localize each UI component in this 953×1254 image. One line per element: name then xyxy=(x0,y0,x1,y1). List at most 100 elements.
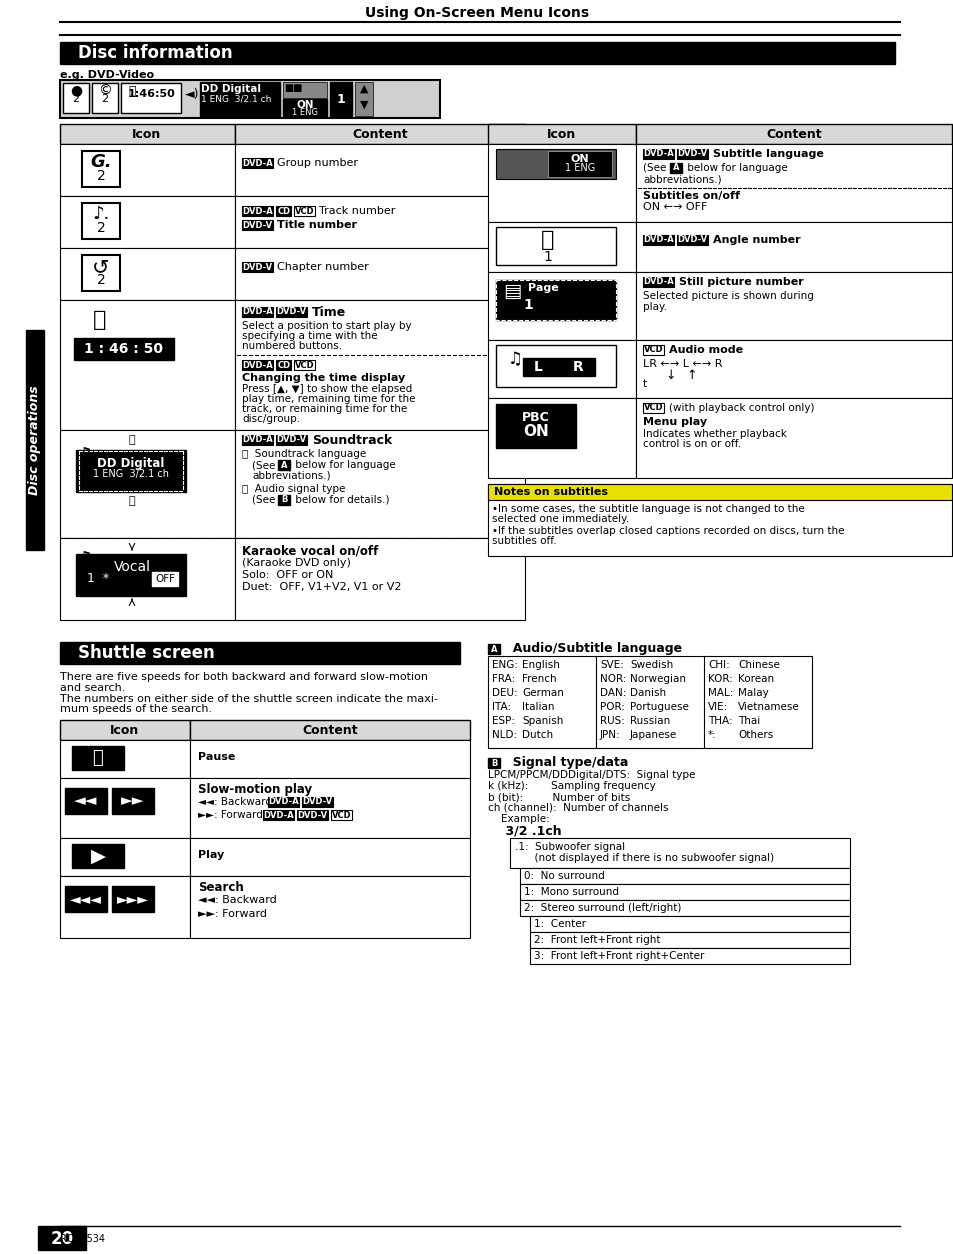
Bar xyxy=(82,255,120,291)
Text: Time: Time xyxy=(312,306,346,319)
Bar xyxy=(60,720,190,740)
Bar xyxy=(60,538,234,619)
Bar xyxy=(488,144,636,222)
Text: Norwegian: Norwegian xyxy=(629,673,685,683)
Text: subtitles off.: subtitles off. xyxy=(492,535,556,545)
Text: below for language: below for language xyxy=(292,460,395,470)
Text: VCD: VCD xyxy=(294,360,314,370)
Text: DVD-A: DVD-A xyxy=(242,207,273,216)
Text: DEU:: DEU: xyxy=(492,688,517,698)
Text: track, or remaining time for the: track, or remaining time for the xyxy=(242,404,407,414)
Text: DVD-A: DVD-A xyxy=(242,158,273,168)
Bar xyxy=(242,307,273,317)
Bar xyxy=(530,932,849,948)
Text: ►►: ►► xyxy=(121,794,145,809)
Text: abbreviations.): abbreviations.) xyxy=(252,472,331,482)
Bar xyxy=(190,838,470,877)
Bar xyxy=(496,280,616,320)
Text: 1 : 46 : 50: 1 : 46 : 50 xyxy=(85,342,163,356)
Bar xyxy=(268,798,298,808)
Text: Solo:  OFF or ON: Solo: OFF or ON xyxy=(242,571,333,581)
Text: 1:46:50: 1:46:50 xyxy=(128,89,175,99)
Bar xyxy=(38,1226,86,1250)
Bar xyxy=(488,484,951,556)
Bar xyxy=(642,234,673,245)
Bar xyxy=(275,360,291,370)
Text: disc/group.: disc/group. xyxy=(242,414,300,424)
Text: ◄◄: Backward: ◄◄: Backward xyxy=(198,798,275,808)
Bar xyxy=(82,150,120,187)
Bar xyxy=(283,82,327,98)
Bar xyxy=(65,788,107,814)
Text: ◄): ◄) xyxy=(185,88,199,102)
Text: ON: ON xyxy=(570,154,589,164)
Text: 1:  Center: 1: Center xyxy=(534,919,585,929)
Text: MAL:: MAL: xyxy=(707,688,733,698)
Bar xyxy=(296,810,328,820)
Text: VCD: VCD xyxy=(643,346,662,355)
Text: Press [▲, ▼] to show the elapsed: Press [▲, ▼] to show the elapsed xyxy=(242,384,412,394)
Text: e.g. DVD-Video: e.g. DVD-Video xyxy=(60,70,154,80)
Bar xyxy=(242,206,273,216)
Bar xyxy=(519,868,849,884)
Bar xyxy=(330,82,352,117)
Text: Title number: Title number xyxy=(276,219,356,229)
Bar xyxy=(65,887,107,912)
Text: LR ←→ L ←→ R: LR ←→ L ←→ R xyxy=(642,359,721,369)
Text: G.: G. xyxy=(91,153,112,171)
Text: Audio/Subtitle language: Audio/Subtitle language xyxy=(503,642,681,655)
Text: LPCM/PPCM/DDDigital/DTS:  Signal type: LPCM/PPCM/DDDigital/DTS: Signal type xyxy=(488,770,695,780)
Bar xyxy=(74,339,173,360)
Text: Content: Content xyxy=(765,128,821,140)
Bar xyxy=(530,948,849,964)
Bar xyxy=(26,330,44,551)
Bar xyxy=(496,280,616,320)
Text: L: L xyxy=(533,360,542,374)
Text: CD: CD xyxy=(277,207,290,216)
Text: VIE:: VIE: xyxy=(707,702,727,712)
Text: Group number: Group number xyxy=(276,158,357,168)
Text: DVD-A: DVD-A xyxy=(263,810,294,820)
Text: 1: 1 xyxy=(336,93,345,107)
Text: (See: (See xyxy=(252,495,278,505)
Bar xyxy=(496,345,616,387)
Text: *:: *: xyxy=(707,730,716,740)
Text: RQT6534: RQT6534 xyxy=(60,1234,105,1244)
Text: DVD-A: DVD-A xyxy=(642,149,673,158)
Text: SVE:: SVE: xyxy=(599,660,623,670)
Text: DVD-A: DVD-A xyxy=(242,307,273,316)
Bar xyxy=(519,884,849,900)
Bar xyxy=(488,124,636,144)
Bar xyxy=(488,272,636,340)
Text: 20: 20 xyxy=(51,1230,73,1248)
Text: ON ←→ OFF: ON ←→ OFF xyxy=(642,202,706,212)
Text: DVD-A: DVD-A xyxy=(242,435,273,444)
Text: 3:  Front left+Front right+Center: 3: Front left+Front right+Center xyxy=(534,951,703,961)
Bar xyxy=(60,740,190,777)
Text: ⓐ: ⓐ xyxy=(129,497,135,507)
Text: NLD:: NLD: xyxy=(492,730,517,740)
Bar xyxy=(636,222,951,272)
Bar xyxy=(234,538,524,619)
Text: ⓐ  Soundtrack language: ⓐ Soundtrack language xyxy=(242,449,366,459)
Text: Slow-motion play: Slow-motion play xyxy=(198,782,312,796)
Text: DD Digital: DD Digital xyxy=(201,84,261,94)
Text: 1 ENG  3/2.1 ch: 1 ENG 3/2.1 ch xyxy=(92,469,169,479)
Text: Swedish: Swedish xyxy=(629,660,673,670)
Text: play time, remaining time for the: play time, remaining time for the xyxy=(242,394,416,404)
Text: Thai: Thai xyxy=(738,716,760,726)
Text: DVD-V: DVD-V xyxy=(276,307,306,316)
Text: Signal type/data: Signal type/data xyxy=(503,756,628,769)
Text: DVD-V: DVD-V xyxy=(276,435,306,444)
Bar xyxy=(636,124,951,144)
Text: ON: ON xyxy=(296,100,314,110)
Text: k (kHz):       Sampling frequency: k (kHz): Sampling frequency xyxy=(488,781,655,791)
Text: (not displayed if there is no subwoofer signal): (not displayed if there is no subwoofer … xyxy=(515,853,773,863)
Bar xyxy=(242,262,273,272)
Text: 1: 1 xyxy=(543,250,552,265)
Text: ►►: Forward: ►►: Forward xyxy=(198,909,267,919)
Bar xyxy=(76,554,186,596)
Text: (with playback control only): (with playback control only) xyxy=(668,403,813,413)
Text: Using On-Screen Menu Icons: Using On-Screen Menu Icons xyxy=(365,6,588,20)
Bar xyxy=(234,196,524,248)
